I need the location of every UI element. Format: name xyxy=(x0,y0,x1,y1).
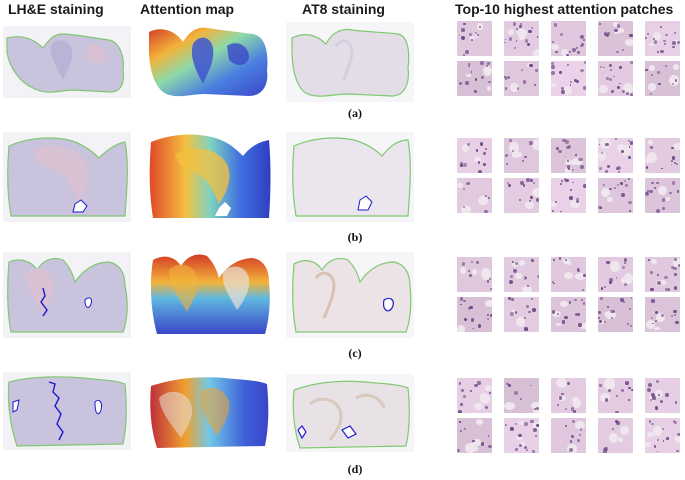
header-lhe-staining: LH&E staining xyxy=(8,1,104,17)
annotation-region xyxy=(72,199,88,213)
attention-heatmap xyxy=(150,254,270,334)
attention-patch xyxy=(598,378,633,413)
patch-grid-d xyxy=(457,378,680,453)
attention-patch xyxy=(504,378,539,413)
lhe-slide-a xyxy=(3,26,131,98)
attention-patch xyxy=(645,378,680,413)
attention-patch xyxy=(504,61,539,96)
annotation-region xyxy=(357,195,373,211)
attention-map-a xyxy=(149,27,268,97)
attention-patch xyxy=(457,297,492,332)
lhe-slide-c xyxy=(3,252,131,338)
pink-region xyxy=(25,268,55,314)
attention-patch xyxy=(645,21,680,56)
attention-patch xyxy=(598,297,633,332)
attention-patch xyxy=(551,418,586,453)
row-label-b: (b) xyxy=(347,230,363,244)
attention-patch xyxy=(504,138,539,173)
at8-slide-d xyxy=(286,374,414,452)
attention-patch xyxy=(551,297,586,332)
tissue-outline xyxy=(7,376,127,447)
attention-patch xyxy=(504,21,539,56)
attention-patch xyxy=(598,138,633,173)
attention-patch xyxy=(598,61,633,96)
at8-slide-b xyxy=(286,132,414,222)
attention-patch xyxy=(457,21,492,56)
attention-map-d xyxy=(150,377,269,448)
header-at8-staining: AT8 staining xyxy=(302,1,385,17)
attention-patch xyxy=(551,61,586,96)
attention-patch xyxy=(457,257,492,292)
annotation-region xyxy=(40,287,48,317)
header-top10-patches: Top-10 highest attention patches xyxy=(455,1,674,17)
tissue-outline xyxy=(292,257,412,333)
attention-patch xyxy=(504,418,539,453)
annotation-region xyxy=(94,399,102,415)
lhe-slide-d xyxy=(3,372,131,450)
attention-patch xyxy=(645,297,680,332)
tissue-outline xyxy=(292,137,411,217)
row-label-d: (d) xyxy=(347,462,363,476)
attention-patch xyxy=(551,178,586,213)
attention-patch xyxy=(551,257,586,292)
attention-patch xyxy=(598,418,633,453)
attention-patch xyxy=(457,418,492,453)
tissue-outline xyxy=(7,257,128,333)
attention-patch xyxy=(645,257,680,292)
attention-patch xyxy=(504,297,539,332)
lhe-slide-b xyxy=(3,132,131,222)
attention-patch xyxy=(645,61,680,96)
tissue-outline xyxy=(292,380,410,449)
attention-map-b xyxy=(149,134,271,218)
attention-patch xyxy=(551,21,586,56)
gray-matter xyxy=(50,40,73,80)
attention-patch xyxy=(457,61,492,96)
pink-region xyxy=(87,44,107,64)
attention-patch xyxy=(457,378,492,413)
attention-patch xyxy=(551,378,586,413)
annotation-region xyxy=(12,399,20,413)
attention-patch xyxy=(504,178,539,213)
attention-patch xyxy=(551,138,586,173)
attention-patch xyxy=(504,257,539,292)
annotation-region xyxy=(297,425,307,440)
at8-slide-a xyxy=(286,22,414,102)
attention-patch xyxy=(457,138,492,173)
patch-grid-a xyxy=(457,21,680,96)
attention-patch xyxy=(645,178,680,213)
patch-grid-c xyxy=(457,257,680,332)
row-label-c: (c) xyxy=(348,346,362,360)
annotation-region xyxy=(341,425,357,439)
attention-map-c xyxy=(150,254,270,334)
row-label-a: (a) xyxy=(348,106,362,120)
annotation-region xyxy=(383,297,394,312)
header-attention-map: Attention map xyxy=(140,1,235,17)
attention-patch xyxy=(457,178,492,213)
attention-patch xyxy=(645,138,680,173)
attention-patch xyxy=(598,21,633,56)
patch-grid-b xyxy=(457,138,680,213)
attention-patch xyxy=(598,257,633,292)
at8-slide-c xyxy=(286,252,414,338)
attention-patch xyxy=(645,418,680,453)
attention-patch xyxy=(598,178,633,213)
annotation-region xyxy=(48,381,64,441)
pink-region xyxy=(33,146,88,202)
annotation-region xyxy=(84,297,92,308)
